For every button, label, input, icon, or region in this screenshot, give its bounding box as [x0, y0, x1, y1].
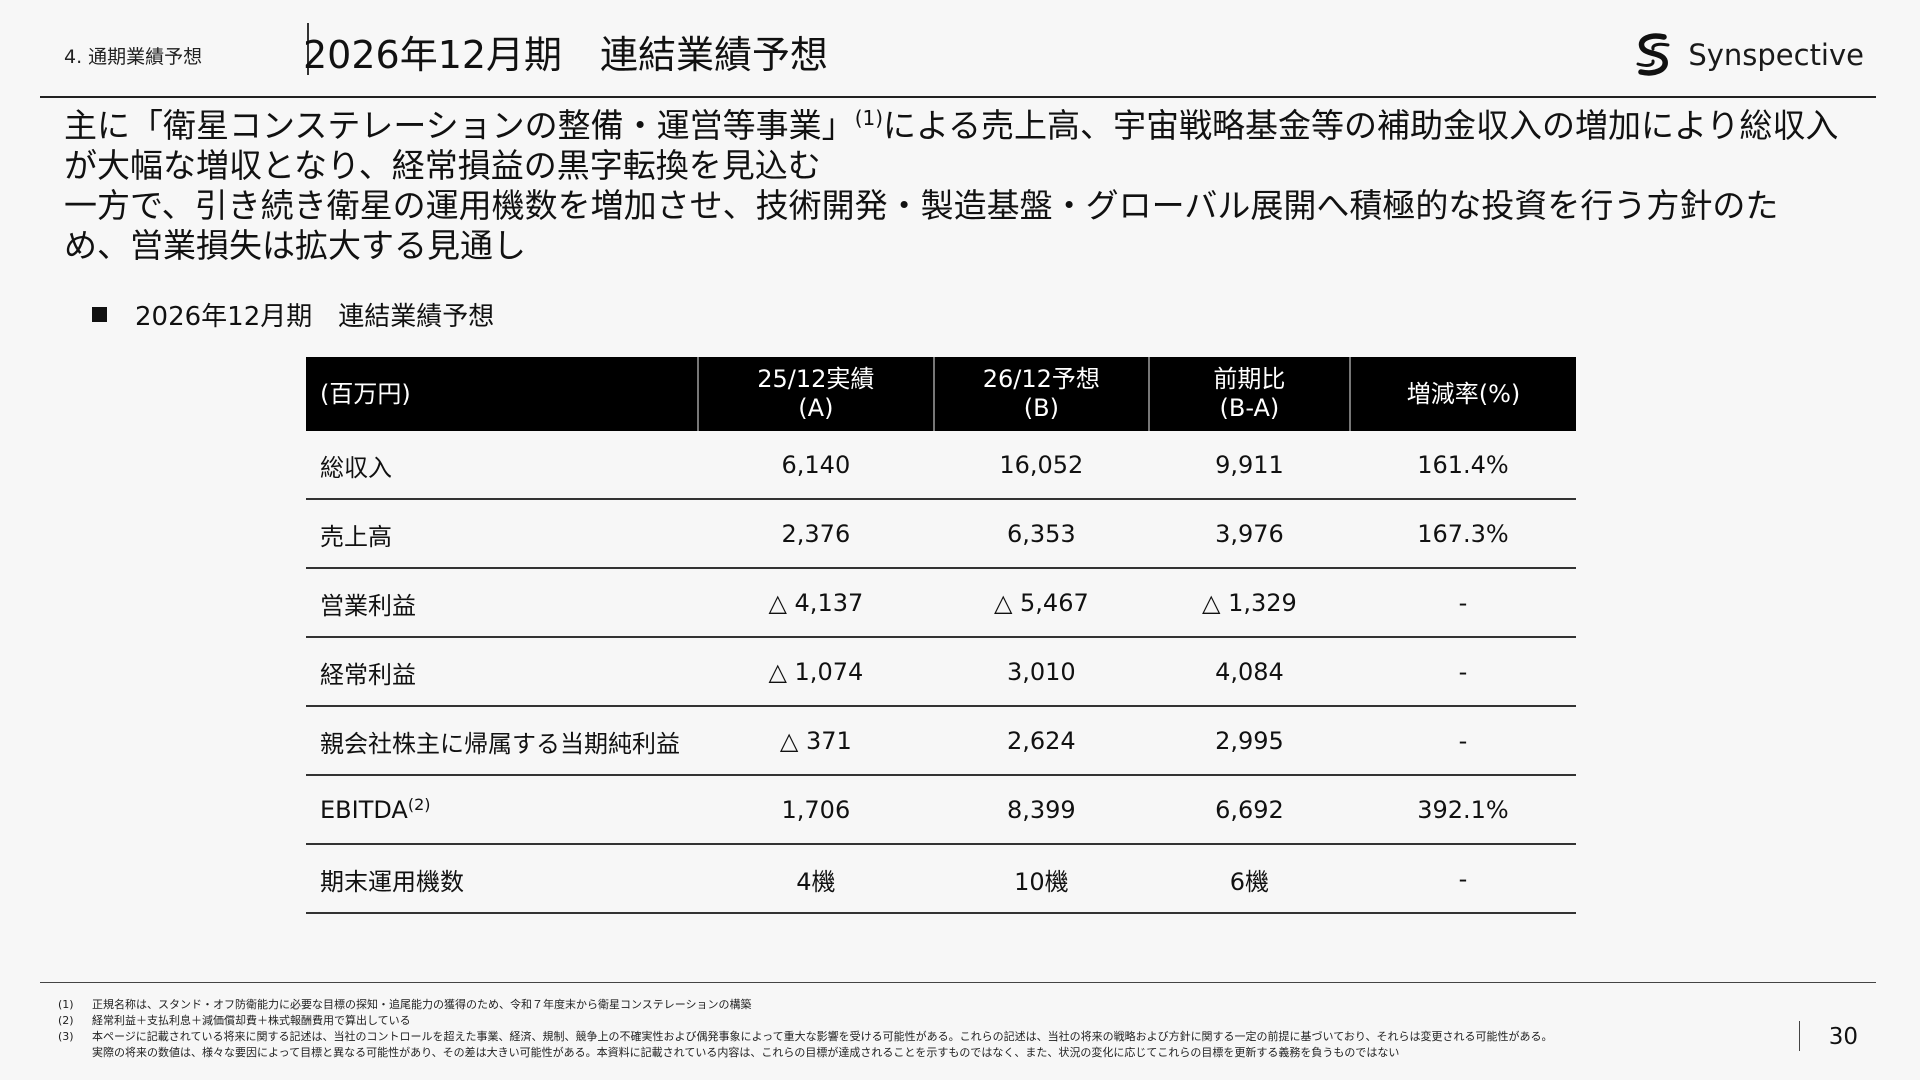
footnote-number: (1)	[58, 998, 74, 1011]
cell-forecast: 2,624	[933, 706, 1149, 776]
table-row: 経常利益 △ 1,074 3,010 4,084 -	[306, 637, 1576, 707]
forecast-table: (百万円) 25/12実績 (A) 26/12予想 (B) 前期比 (B-A) 増減率…	[306, 357, 1576, 914]
cell-forecast: 8,399	[933, 775, 1149, 845]
cell-diff: 9,911	[1148, 431, 1350, 500]
footer-divider	[40, 982, 1876, 983]
cell-actual: △ 4,137	[697, 568, 934, 638]
header-forecast-line2: (B)	[1023, 394, 1059, 422]
cell-rate: 392.1%	[1349, 775, 1576, 845]
summary-line-1: 主に「衛星コンステレーションの整備・運営等事業」(1)による売上高、宇宙戦略基金…	[64, 106, 1844, 186]
header-divider	[307, 23, 309, 75]
table-row: 期末運用機数 4機 10機 6機 -	[306, 844, 1576, 914]
header-actual-line1: 25/12実績	[757, 365, 875, 393]
page-title: 2026年12月期 連結業績予想	[303, 33, 829, 77]
footnote-text: 正規名称は、スタンド・オフ防衛能力に必要な目標の探知・追尾能力の獲得のため、令和…	[92, 998, 752, 1011]
cell-rate: 167.3%	[1349, 499, 1576, 569]
cell-actual: △ 371	[697, 706, 934, 776]
table-row: 総収入 6,140 16,052 9,911 161.4%	[306, 431, 1576, 500]
square-bullet-icon	[92, 307, 107, 322]
header-unit-label: (百万円)	[320, 379, 411, 408]
cell-diff: 2,995	[1148, 706, 1350, 776]
table-row: 親会社株主に帰属する当期純利益 △ 371 2,624 2,995 -	[306, 706, 1576, 776]
summary-line-1-after: による売上高、宇宙戦略基金等の補助金収入の増加により総収入が大幅な増収となり、経…	[64, 106, 1839, 185]
footnote-ref-2: (2)	[407, 795, 431, 814]
row-label-text: EBITDA	[320, 796, 408, 824]
cell-forecast: △ 5,467	[933, 568, 1149, 638]
row-label: 親会社株主に帰属する当期純利益	[306, 706, 698, 776]
cell-diff: 3,976	[1148, 499, 1350, 569]
cell-rate: -	[1349, 844, 1576, 914]
header-actual-line2: (A)	[798, 394, 834, 422]
header-unit: (百万円)	[306, 357, 698, 431]
row-label: 営業利益	[306, 568, 698, 638]
header-yoy: 前期比 (B-A)	[1147, 357, 1350, 431]
slide-header: 4. 通期業績予想 2026年12月期 連結業績予想 Synspective	[40, 0, 1876, 98]
header-rate-label: 増減率(%)	[1406, 379, 1521, 408]
header-forecast: 26/12予想 (B)	[932, 357, 1149, 431]
page-number-divider	[1799, 1021, 1800, 1051]
page-number: 30	[1828, 1024, 1858, 1050]
cell-diff: 6機	[1148, 844, 1350, 914]
cell-diff: 4,084	[1148, 637, 1350, 707]
logo-text: Synspective	[1688, 38, 1864, 72]
cell-actual: 2,376	[697, 499, 934, 569]
cell-rate: -	[1349, 706, 1576, 776]
footnote-item: (1) 正規名称は、スタンド・オフ防衛能力に必要な目標の探知・追尾能力の獲得のため…	[58, 997, 1552, 1013]
table-row: 営業利益 △ 4,137 △ 5,467 △ 1,329 -	[306, 568, 1576, 638]
header-actual: 25/12実績 (A)	[696, 357, 934, 431]
cell-actual: 4機	[697, 844, 934, 914]
cell-diff: 6,692	[1148, 775, 1350, 845]
row-label: EBITDA(2)	[306, 775, 698, 845]
header-yoy-line2: (B-A)	[1219, 394, 1280, 422]
table-row: 売上高 2,376 6,353 3,976 167.3%	[306, 499, 1576, 569]
header-yoy-line1: 前期比	[1213, 365, 1286, 393]
footnote-text: 本ページに記載されている将来に関する記述は、当社のコントロールを超えた事業、経済…	[92, 1030, 1553, 1043]
table-subheading: 2026年12月期 連結業績予想	[92, 296, 494, 333]
summary-line-1-before: 主に「衛星コンステレーションの整備・運営等事業」	[64, 106, 855, 145]
cell-diff: △ 1,329	[1148, 568, 1350, 638]
cell-rate: -	[1349, 568, 1576, 638]
row-label: 経常利益	[306, 637, 698, 707]
cell-actual: 1,706	[697, 775, 934, 845]
row-label: 期末運用機数	[306, 844, 698, 914]
header-rate: 増減率(%)	[1348, 357, 1576, 431]
footnote-number: (2)	[58, 1014, 74, 1027]
company-logo: Synspective	[1630, 30, 1864, 80]
table-header-row: (百万円) 25/12実績 (A) 26/12予想 (B) 前期比 (B-A) 増減率…	[306, 357, 1576, 431]
header-forecast-line1: 26/12予想	[982, 365, 1100, 393]
footnote-item: (3) 本ページに記載されている将来に関する記述は、当社のコントロールを超えた事業…	[58, 1029, 1552, 1045]
cell-forecast: 16,052	[933, 431, 1149, 500]
row-label: 売上高	[306, 499, 698, 569]
row-label: 総収入	[306, 431, 698, 500]
cell-actual: 6,140	[697, 431, 934, 500]
footnote-text: 実際の将来の数値は、様々な要因によって目標と異なる可能性があり、その差は大きい可…	[92, 1046, 1400, 1059]
cell-forecast: 6,353	[933, 499, 1149, 569]
footnotes: (1) 正規名称は、スタンド・オフ防衛能力に必要な目標の探知・追尾能力の獲得のため…	[58, 997, 1552, 1061]
synspective-logo-icon	[1636, 33, 1670, 76]
summary-text: 主に「衛星コンステレーションの整備・運営等事業」(1)による売上高、宇宙戦略基金…	[64, 106, 1844, 266]
section-label: 4. 通期業績予想	[64, 46, 203, 68]
cell-actual: △ 1,074	[697, 637, 934, 707]
cell-rate: 161.4%	[1349, 431, 1576, 500]
cell-forecast: 10機	[933, 844, 1149, 914]
cell-forecast: 3,010	[933, 637, 1149, 707]
footnote-item: (2) 経常利益＋支払利息＋減価償却費＋株式報酬費用で算出している	[58, 1013, 1552, 1029]
table-row: EBITDA(2) 1,706 8,399 6,692 392.1%	[306, 775, 1576, 845]
summary-line-2: 一方で、引き続き衛星の運用機数を増加させ、技術開発・製造基盤・グローバル展開へ積…	[64, 186, 1779, 265]
cell-rate: -	[1349, 637, 1576, 707]
footnote-text: 経常利益＋支払利息＋減価償却費＋株式報酬費用で算出している	[92, 1014, 411, 1027]
footnote-ref-1: (1)	[854, 106, 884, 130]
footnote-number: (3)	[58, 1030, 74, 1043]
footnote-number	[58, 1045, 92, 1061]
subheading-text: 2026年12月期 連結業績予想	[135, 302, 495, 332]
footnote-item: 実際の将来の数値は、様々な要因によって目標と異なる可能性があり、その差は大きい可…	[58, 1045, 1552, 1061]
